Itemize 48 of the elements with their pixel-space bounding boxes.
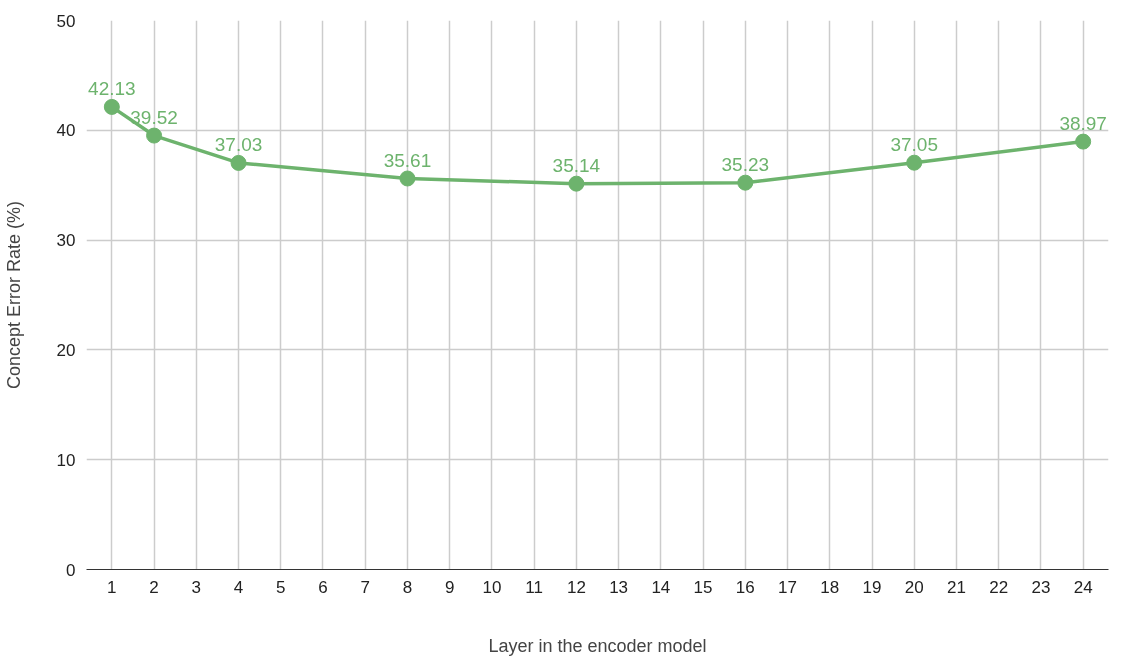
x-tick-label: 20	[904, 577, 924, 597]
data-label: 38.97	[1059, 112, 1107, 134]
data-label: 35.23	[721, 153, 770, 175]
x-tick-label: 2	[149, 577, 159, 597]
point	[146, 127, 163, 144]
data-label: 37.05	[890, 133, 939, 155]
data-label: 35.14	[552, 154, 601, 176]
x-tick-label: 19	[862, 577, 882, 597]
x-tick-label: 14	[651, 577, 671, 597]
y-tick-label: 20	[56, 340, 76, 360]
x-tick-label: 7	[360, 577, 370, 597]
point	[1075, 133, 1092, 150]
x-tick-label: 6	[318, 577, 328, 597]
x-tick-label: 21	[947, 577, 966, 597]
point	[737, 174, 754, 191]
x-tick-label: 23	[1031, 577, 1051, 597]
x-tick-label: 13	[609, 577, 629, 597]
point	[906, 154, 923, 171]
data-label: 35.61	[383, 149, 432, 171]
x-tick-label: 18	[820, 577, 840, 597]
x-tick-label: 11	[525, 577, 543, 597]
x-tick-label: 10	[482, 577, 502, 597]
x-tick-label: 4	[233, 577, 244, 597]
x-tick-label: 15	[693, 577, 713, 597]
point	[103, 98, 120, 115]
x-tick-label: 16	[735, 577, 755, 597]
y-tick-label: 40	[56, 121, 76, 141]
x-tick-label: 8	[402, 577, 413, 597]
x-tick-label: 9	[444, 577, 455, 597]
x-tick-label: 1	[107, 577, 117, 597]
x-tick-label: 22	[989, 577, 1009, 597]
point	[230, 154, 247, 171]
y-tick-label: 30	[56, 231, 76, 251]
y-tick-label: 50	[56, 11, 76, 31]
x-tick-label: 5	[276, 577, 286, 597]
y-tick-label: 0	[66, 560, 76, 580]
x-tick-label: 3	[191, 577, 202, 597]
point	[568, 175, 585, 192]
point	[399, 170, 416, 187]
x-tick-label: 12	[566, 577, 586, 597]
data-label: 42.13	[88, 77, 136, 99]
x-tick-label: 24	[1073, 577, 1093, 597]
y-axis-title: Concept Error Rate (%)	[3, 200, 24, 390]
data-label: 39.52	[130, 106, 178, 128]
x-axis-title: Layer in the encoder model	[488, 635, 707, 656]
data-label: 37.03	[214, 133, 263, 155]
x-tick-label: 17	[778, 577, 798, 597]
y-tick-label: 10	[56, 450, 76, 470]
